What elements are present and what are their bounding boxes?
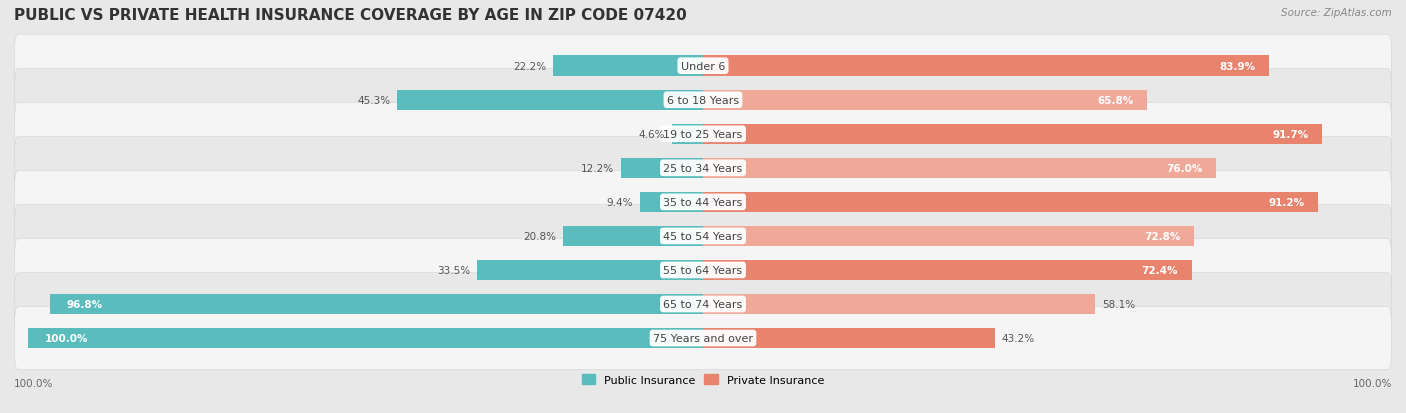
Text: 25 to 34 Years: 25 to 34 Years xyxy=(664,164,742,173)
Text: 45.3%: 45.3% xyxy=(357,95,391,105)
FancyBboxPatch shape xyxy=(14,171,1392,234)
Text: 76.0%: 76.0% xyxy=(1166,164,1202,173)
Text: 6 to 18 Years: 6 to 18 Years xyxy=(666,95,740,105)
Bar xyxy=(28,328,703,349)
Bar xyxy=(553,56,703,77)
FancyBboxPatch shape xyxy=(14,69,1392,132)
Text: 91.2%: 91.2% xyxy=(1268,197,1305,207)
Text: 33.5%: 33.5% xyxy=(437,265,470,275)
Text: 100.0%: 100.0% xyxy=(45,333,89,343)
Text: 22.2%: 22.2% xyxy=(513,62,547,71)
Text: 19 to 25 Years: 19 to 25 Years xyxy=(664,129,742,140)
Bar xyxy=(672,124,703,145)
Text: 72.4%: 72.4% xyxy=(1142,265,1178,275)
FancyBboxPatch shape xyxy=(14,35,1392,98)
Bar xyxy=(620,158,703,178)
Text: PUBLIC VS PRIVATE HEALTH INSURANCE COVERAGE BY AGE IN ZIP CODE 07420: PUBLIC VS PRIVATE HEALTH INSURANCE COVER… xyxy=(14,8,686,23)
Bar xyxy=(703,56,1270,77)
Text: 43.2%: 43.2% xyxy=(1001,333,1035,343)
FancyBboxPatch shape xyxy=(14,205,1392,268)
Text: Under 6: Under 6 xyxy=(681,62,725,71)
Text: 9.4%: 9.4% xyxy=(606,197,633,207)
Text: 12.2%: 12.2% xyxy=(581,164,614,173)
Bar xyxy=(703,226,1194,247)
Text: 83.9%: 83.9% xyxy=(1219,62,1256,71)
Text: Source: ZipAtlas.com: Source: ZipAtlas.com xyxy=(1281,8,1392,18)
Bar xyxy=(49,294,703,314)
FancyBboxPatch shape xyxy=(14,103,1392,166)
Text: 45 to 54 Years: 45 to 54 Years xyxy=(664,231,742,241)
Bar xyxy=(562,226,703,247)
FancyBboxPatch shape xyxy=(14,307,1392,370)
Text: 20.8%: 20.8% xyxy=(523,231,555,241)
Text: 91.7%: 91.7% xyxy=(1272,129,1309,140)
Text: 58.1%: 58.1% xyxy=(1102,299,1135,309)
Bar xyxy=(477,260,703,280)
Bar xyxy=(398,90,703,111)
Text: 55 to 64 Years: 55 to 64 Years xyxy=(664,265,742,275)
Text: 35 to 44 Years: 35 to 44 Years xyxy=(664,197,742,207)
FancyBboxPatch shape xyxy=(14,239,1392,301)
Text: 100.0%: 100.0% xyxy=(14,378,53,388)
FancyBboxPatch shape xyxy=(14,137,1392,199)
Text: 100.0%: 100.0% xyxy=(1353,378,1392,388)
Bar xyxy=(703,260,1192,280)
Text: 75 Years and over: 75 Years and over xyxy=(652,333,754,343)
Bar xyxy=(703,124,1322,145)
Bar xyxy=(703,294,1095,314)
Text: 65.8%: 65.8% xyxy=(1097,95,1133,105)
Bar xyxy=(703,158,1216,178)
Bar xyxy=(703,192,1319,213)
Legend: Public Insurance, Private Insurance: Public Insurance, Private Insurance xyxy=(578,370,828,389)
Text: 96.8%: 96.8% xyxy=(66,299,103,309)
Bar xyxy=(703,328,994,349)
Text: 65 to 74 Years: 65 to 74 Years xyxy=(664,299,742,309)
Bar xyxy=(640,192,703,213)
Text: 72.8%: 72.8% xyxy=(1144,231,1181,241)
Bar xyxy=(703,90,1147,111)
Text: 4.6%: 4.6% xyxy=(638,129,665,140)
FancyBboxPatch shape xyxy=(14,273,1392,335)
